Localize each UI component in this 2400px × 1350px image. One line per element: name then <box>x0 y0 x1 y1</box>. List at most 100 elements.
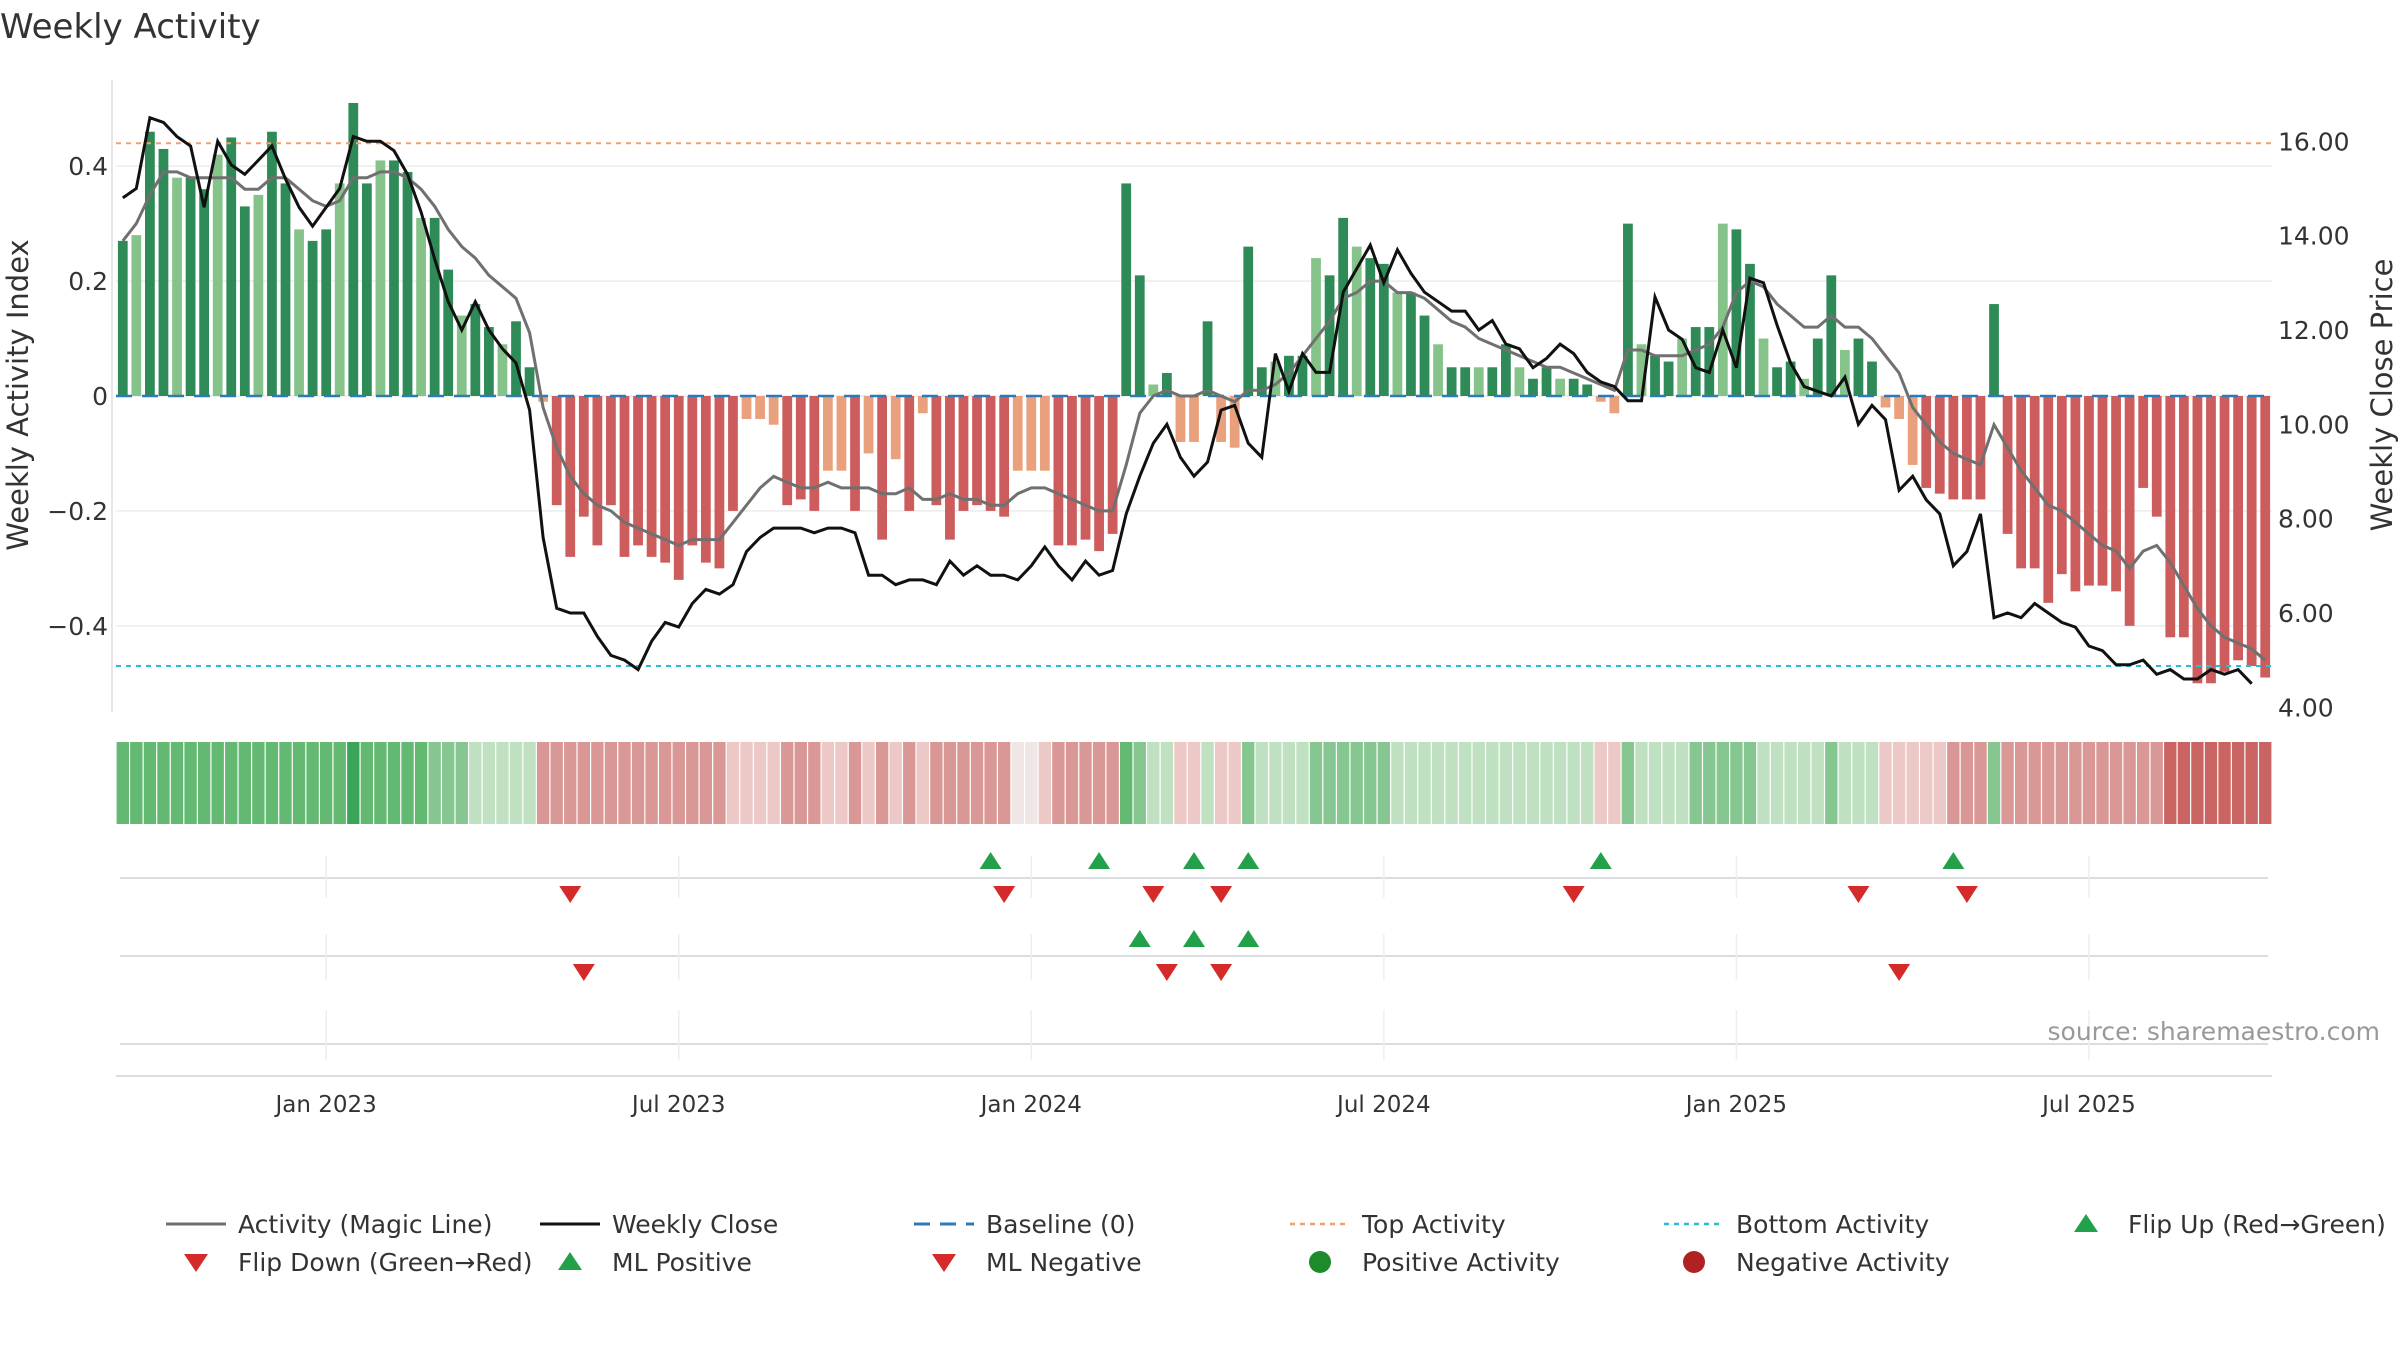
flip-up-marker <box>1589 852 1612 869</box>
heat-cell <box>225 742 238 824</box>
activity-bar <box>2192 396 2203 684</box>
activity-bar <box>1907 396 1918 465</box>
activity-bar <box>1419 315 1430 396</box>
signal-rows <box>116 852 2272 1077</box>
heat-cell <box>455 742 468 824</box>
y-tick-left: 0 <box>92 382 108 411</box>
heat-cell <box>1079 742 1092 824</box>
activity-bar <box>2138 396 2149 488</box>
heat-cell <box>1960 742 1974 824</box>
y-tick-right: 16.00 <box>2278 127 2350 156</box>
heat-cell <box>1757 742 1770 824</box>
activity-bar <box>443 269 454 396</box>
heat-cell <box>2001 742 2014 824</box>
legend-label-close: Weekly Close <box>612 1210 778 1239</box>
activity-bar <box>361 183 372 396</box>
activity-bar <box>1839 350 1850 396</box>
activity-bar <box>2111 396 2121 592</box>
ml-up-marker <box>1237 930 1260 947</box>
heat-cell <box>577 742 590 824</box>
activity-bar <box>578 396 589 517</box>
heat-cell <box>1635 742 1648 824</box>
legend-label-ml_pos: ML Positive <box>612 1248 752 1277</box>
flip-up-marker <box>979 852 1002 869</box>
heat-cell <box>903 742 916 824</box>
heat-cell <box>740 742 753 824</box>
activity-bar <box>714 396 725 569</box>
heat-cell <box>1947 742 1960 824</box>
heat-cell <box>252 742 265 824</box>
ml-down-marker <box>1155 964 1178 981</box>
activity-bar <box>1867 361 1877 396</box>
activity-bar <box>1663 361 1674 396</box>
activity-bar <box>999 396 1010 517</box>
heat-cell <box>482 742 496 824</box>
activity-bar <box>1026 396 1037 471</box>
ylabel-left: Weekly Activity Index <box>1 239 35 550</box>
heat-cell <box>360 742 374 824</box>
activity-bar <box>538 396 549 402</box>
heat-cell <box>1065 742 1079 824</box>
heat-cell <box>319 742 333 824</box>
activity-bar <box>416 217 426 396</box>
activity-bars <box>117 102 2271 684</box>
activity-bar <box>1094 396 1104 552</box>
heat-cell <box>1499 742 1513 824</box>
activity-bar <box>253 194 264 396</box>
heat-cell <box>387 742 401 824</box>
activity-bar <box>606 396 616 506</box>
activity-bar <box>199 189 210 396</box>
x-tick-label: Jul 2025 <box>2040 1092 2136 1118</box>
flip-down-marker <box>1955 886 1978 903</box>
activity-bar <box>1934 396 1945 494</box>
activity-bar <box>700 396 711 563</box>
y-tick-left: 0.4 <box>68 152 108 181</box>
heat-cell <box>1445 742 1458 824</box>
activity-bar <box>1772 367 1782 396</box>
heat-cell <box>1472 742 1485 824</box>
activity-bar <box>2124 396 2135 626</box>
activity-bar <box>429 217 440 396</box>
activity-bar <box>212 154 223 396</box>
heat-cell <box>211 742 224 824</box>
activity-bar <box>158 148 169 396</box>
activity-bar <box>687 396 698 546</box>
heat-cell <box>916 742 929 824</box>
flip-down-marker <box>993 886 1016 903</box>
legend-label-top: Top Activity <box>1361 1210 1506 1239</box>
heat-cell <box>1282 742 1296 824</box>
heat-cell <box>930 742 943 824</box>
axes: 0.4 0.2 0 −0.2 −0.4 16.00 14.00 12.00 10.00 8.00 6… <box>47 80 2350 1118</box>
activity-bar <box>267 131 277 396</box>
activity-bar <box>1229 396 1240 448</box>
heat-cell <box>1703 742 1716 824</box>
heat-cell <box>1201 742 1214 824</box>
activity-bar <box>294 229 304 396</box>
legend-label-pos_dot: Positive Activity <box>1362 1248 1560 1277</box>
activity-bar <box>2151 396 2162 517</box>
x-tick-label: Jul 2023 <box>630 1092 726 1118</box>
heat-cell <box>1892 742 1906 824</box>
activity-bar <box>1080 396 1091 540</box>
x-tick-label: Jan 2025 <box>1684 1092 1787 1118</box>
activity-bar <box>972 396 982 506</box>
activity-bar <box>1487 367 1498 396</box>
heat-cell <box>496 742 509 824</box>
heat-cell <box>1242 742 1255 824</box>
activity-bar <box>2097 396 2108 586</box>
heat-cell <box>279 742 292 824</box>
flip-up-marker <box>1237 852 1260 869</box>
heat-cell <box>550 742 563 824</box>
activity-bar <box>823 396 833 471</box>
heat-cell <box>2259 742 2272 824</box>
heat-cell <box>1730 742 1743 824</box>
activity-bar <box>389 160 399 396</box>
heat-cell <box>401 742 414 824</box>
activity-bar <box>795 396 806 500</box>
activity-bar <box>931 396 942 506</box>
activity-bar <box>1812 338 1823 396</box>
heat-cell <box>2137 742 2150 824</box>
activity-bar <box>321 229 332 396</box>
heat-cell <box>1364 742 1377 824</box>
ml-down-marker <box>1210 964 1233 981</box>
